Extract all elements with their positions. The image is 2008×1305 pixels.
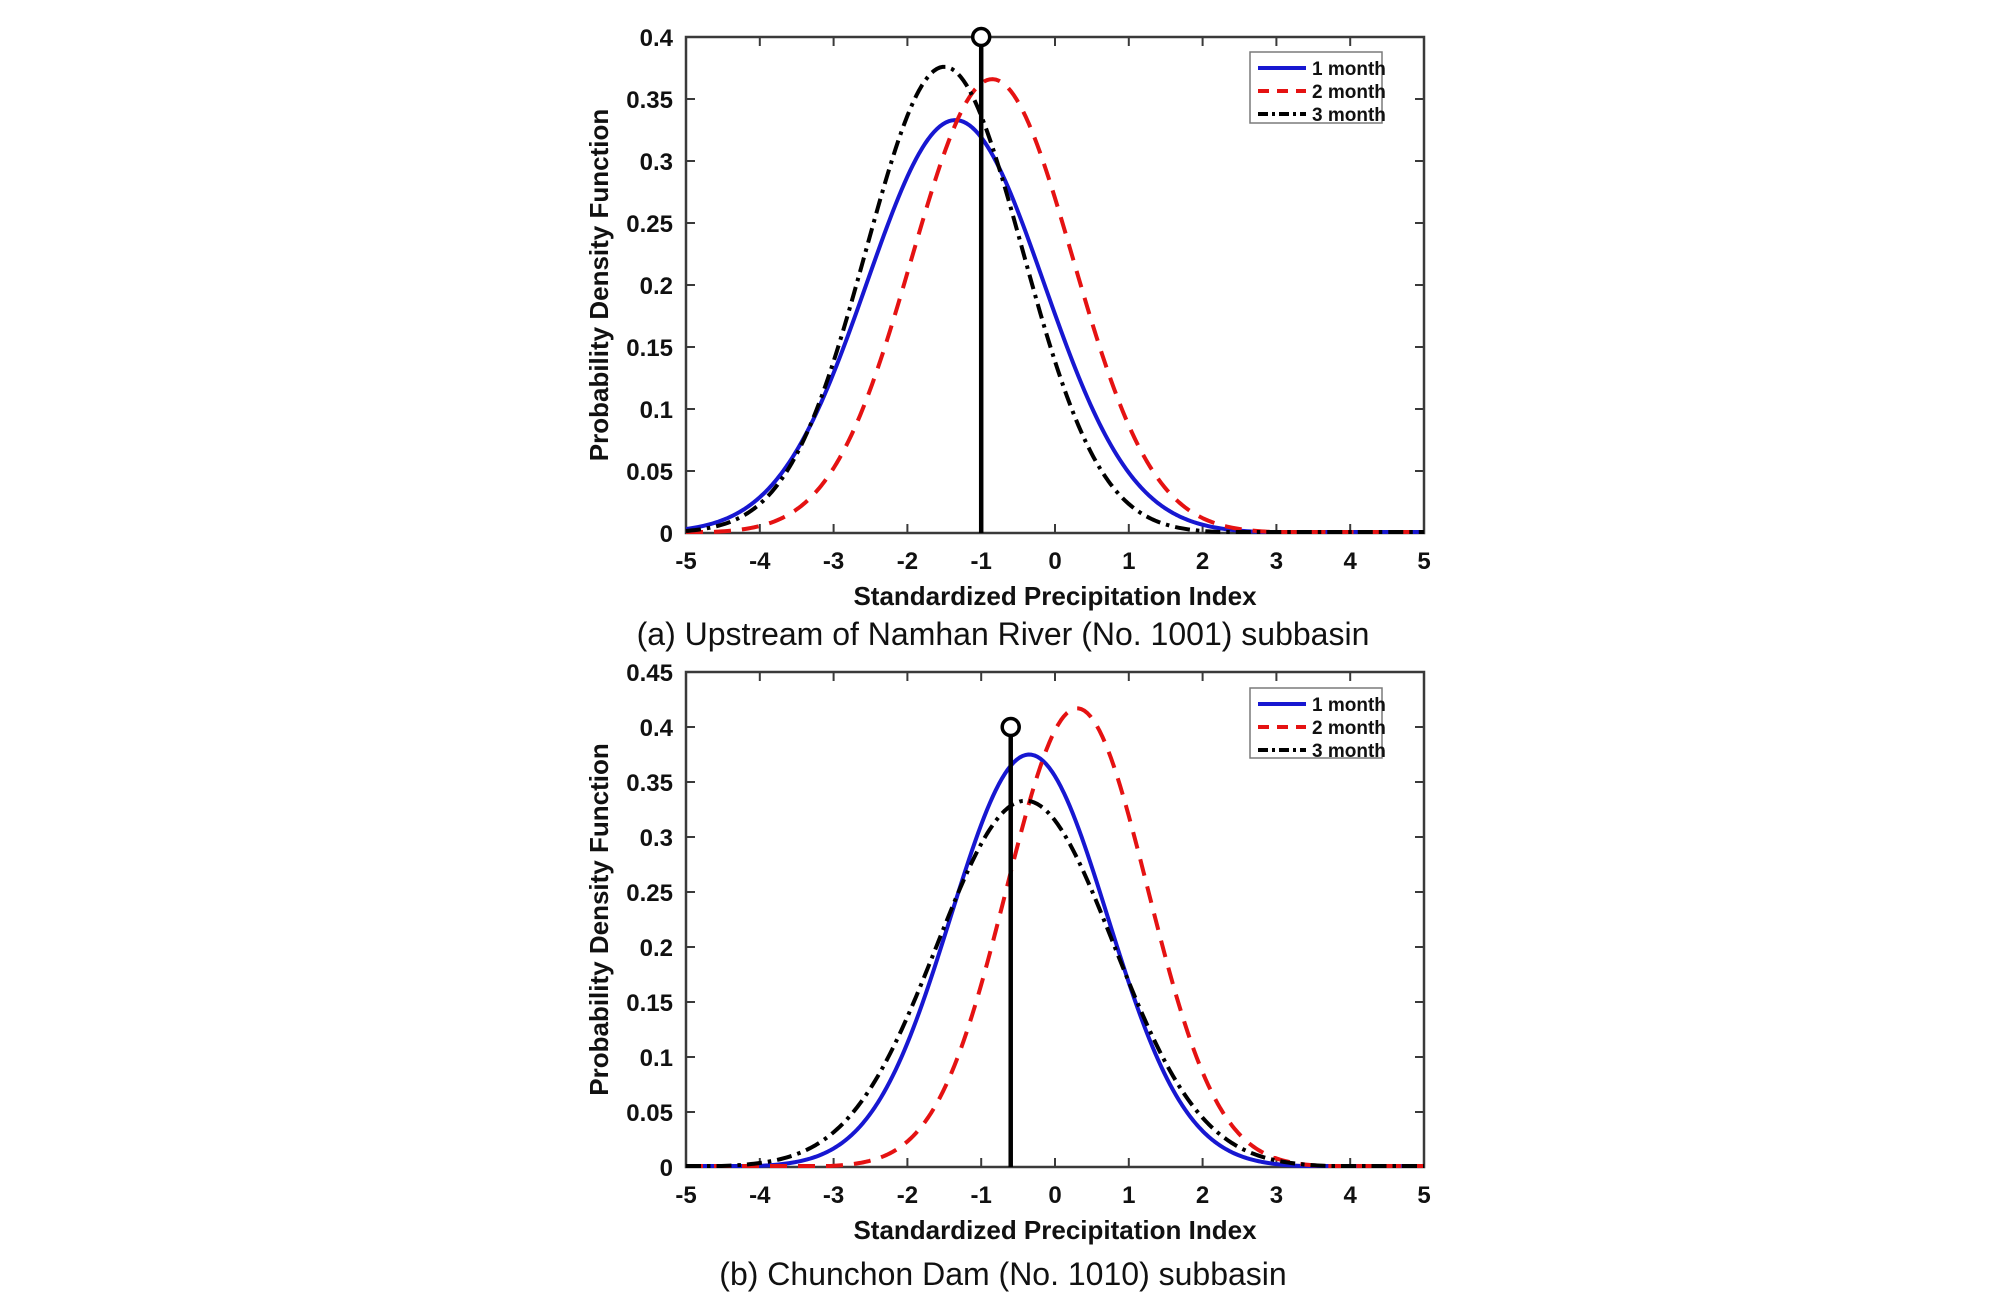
x-tick-label: 0 — [1048, 1182, 1061, 1209]
y-tick-label: 0.3 — [640, 825, 673, 852]
chart-a-canvas: -5 -4 -3 -2 -1 0 1 2 3 4 5 0 0.05 0.1 0.15 0.2 0.25 0.3 0.… — [584, 25, 1431, 611]
y-tick-label: 0.2 — [640, 935, 673, 962]
chart-a-caption: (a) Upstream of Namhan River (No. 1001) … — [636, 616, 1370, 652]
y-tick-label: 0.15 — [626, 335, 673, 362]
x-tick-label: -5 — [675, 1182, 696, 1209]
chart-b-caption: (b) Chunchon Dam (No. 1010) subbasin — [719, 1256, 1287, 1292]
series-curve-3-month — [686, 798, 1424, 1168]
x-tick-label: 3 — [1270, 1182, 1283, 1209]
x-tick-label: -4 — [749, 1182, 771, 1209]
x-tick-label: 3 — [1270, 548, 1283, 575]
chart-b-canvas: -5 -4 -3 -2 -1 0 1 2 3 4 5 0 0.05 0.1 0.15 0.2 0.25 0.3 0.… — [584, 660, 1431, 1245]
legend-label-1-month: 1 month — [1312, 695, 1386, 716]
y-tick-label: 0 — [660, 521, 673, 548]
y-tick-label: 0.35 — [626, 87, 673, 114]
y-tick-label: 0.25 — [626, 880, 673, 907]
legend-label-3-month: 3 month — [1312, 741, 1386, 762]
x-tick-label: 0 — [1048, 548, 1061, 575]
x-tick-label: -1 — [971, 1182, 992, 1209]
y-tick-label: 0.05 — [626, 459, 673, 486]
y-tick-label: 0.2 — [640, 273, 673, 300]
series-curve-3-month — [685, 64, 1424, 534]
x-tick-label: 1 — [1122, 1182, 1135, 1209]
y-tick-label: 0 — [660, 1155, 673, 1182]
x-tick-label: -2 — [897, 1182, 918, 1209]
series-curve-1-month — [686, 752, 1424, 1168]
series-curve-2-month — [686, 706, 1424, 1168]
x-tick-label: 5 — [1417, 1182, 1430, 1209]
legend-label-2-month: 2 month — [1312, 718, 1386, 739]
legend-label-3-month: 3 month — [1312, 105, 1386, 126]
x-tick-label: 2 — [1196, 548, 1209, 575]
x-tick-label: -1 — [971, 548, 992, 575]
y-tick-label: 0.1 — [640, 397, 673, 424]
x-tick-label: -5 — [675, 548, 696, 575]
event-marker-circle — [970, 26, 992, 48]
x-tick-label: 4 — [1344, 1182, 1358, 1209]
y-tick-label: 0.4 — [640, 25, 674, 52]
x-tick-label: 2 — [1196, 1182, 1209, 1209]
chart-b-block: -5 -4 -3 -2 -1 0 1 2 3 4 5 0 0.05 0.1 0.15 0.2 0.25 0.3 0.… — [560, 650, 1440, 1250]
event-marker-circle — [1000, 716, 1021, 738]
series-curve-2-month — [686, 77, 1424, 534]
x-axis-title: Standardized Precipitation Index — [853, 581, 1257, 611]
legend-box — [1249, 51, 1383, 124]
y-tick-label: 0.25 — [626, 211, 673, 238]
x-tick-label: 1 — [1122, 548, 1135, 575]
x-axis-title: Standardized Precipitation Index — [853, 1215, 1257, 1245]
y-tick-label: 0.35 — [626, 770, 673, 797]
y-tick-label: 0.1 — [640, 1045, 673, 1072]
y-axis-title: Probability Density Function — [584, 743, 614, 1095]
chart-a-block: -5 -4 -3 -2 -1 0 1 2 3 4 5 0 0.05 0.1 0.15 0.2 0.25 0.3 0.… — [560, 8, 1440, 612]
x-tick-label: -4 — [749, 548, 771, 575]
x-tick-label: -3 — [823, 1182, 844, 1209]
x-tick-label: -2 — [897, 548, 918, 575]
legend-box — [1249, 687, 1383, 759]
y-axis-title: Probability Density Function — [584, 109, 614, 461]
legend-label-2-month: 2 month — [1312, 82, 1386, 103]
y-tick-label: 0.3 — [640, 149, 673, 176]
x-tick-label: 5 — [1417, 548, 1430, 575]
y-tick-label: 0.4 — [640, 715, 674, 742]
y-tick-label: 0.05 — [626, 1100, 673, 1127]
series-curve-1-month — [685, 118, 1424, 534]
legend-label-1-month: 1 month — [1312, 59, 1386, 80]
x-tick-label: 4 — [1344, 548, 1358, 575]
y-tick-label: 0.15 — [626, 990, 673, 1017]
y-tick-label: 0.45 — [626, 660, 673, 687]
x-tick-label: -3 — [823, 548, 844, 575]
